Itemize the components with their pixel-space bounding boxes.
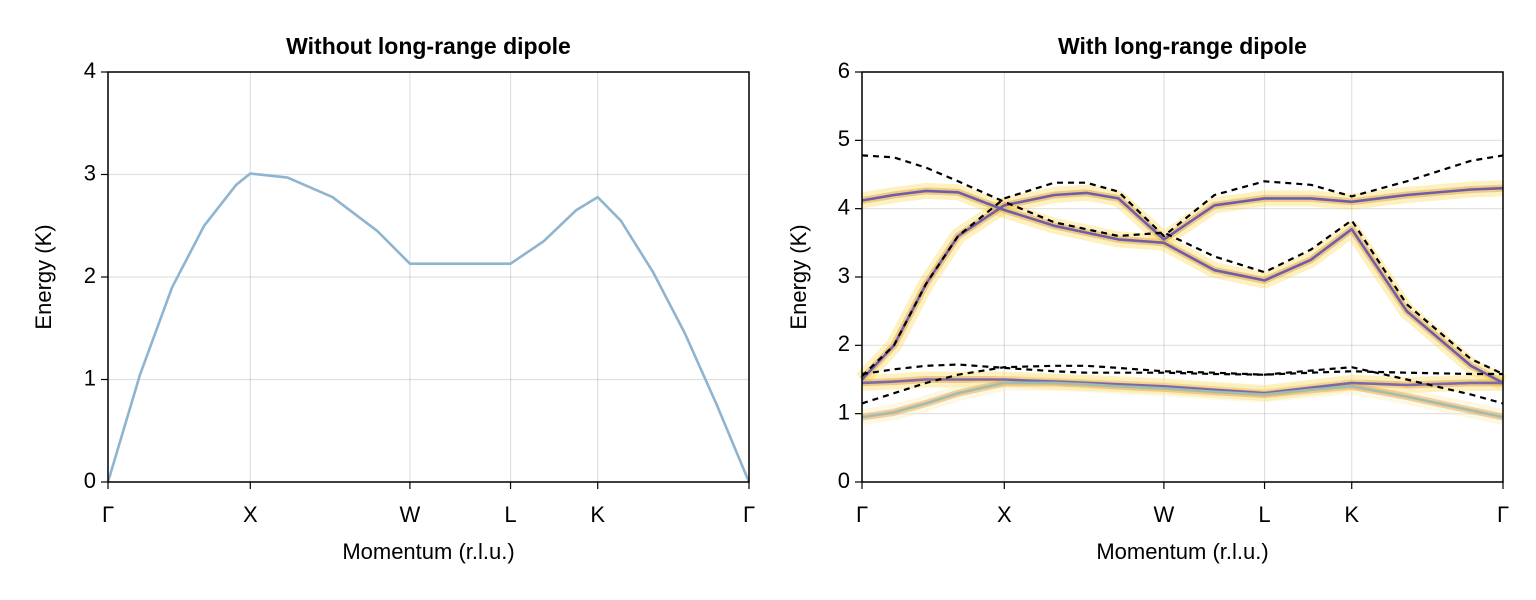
band-line	[106, 172, 751, 483]
y-tick-label: 3	[84, 160, 96, 185]
chart-title: With long-range dipole	[1058, 33, 1307, 59]
dashed-line	[861, 363, 1503, 376]
panel: Without long-range dipole Momentum (r.l.u…	[31, 33, 755, 564]
y-tick-label: 1	[838, 399, 850, 424]
x-tick-label: Γ	[1497, 502, 1509, 527]
x-tick-label: X	[997, 502, 1012, 527]
intensity-halo	[856, 180, 1504, 385]
band-line	[861, 381, 1504, 419]
x-tick-label: Γ	[856, 502, 868, 527]
x-axis-label: Momentum (r.l.u.)	[342, 539, 514, 564]
y-tick-label: 6	[838, 58, 850, 83]
x-tick-label: Γ	[102, 502, 114, 527]
x-tick-label: K	[590, 502, 605, 527]
y-tick-label: 2	[84, 263, 96, 288]
x-tick-label: K	[1344, 502, 1359, 527]
panel: With long-range dipole Momentum (r.l.u.) E…	[786, 33, 1509, 564]
x-tick-label: L	[504, 502, 516, 527]
y-axis-label: Energy (K)	[31, 224, 56, 329]
y-tick-label: 0	[84, 468, 96, 493]
x-tick-label: Γ	[743, 502, 755, 527]
band-line	[861, 186, 1504, 381]
y-axis-label: Energy (K)	[786, 224, 811, 329]
band-line	[861, 189, 1504, 385]
intensity-halo	[859, 184, 1504, 382]
x-tick-label: X	[243, 502, 258, 527]
y-tick-label: 0	[838, 468, 850, 493]
y-tick-label: 4	[838, 194, 850, 219]
plot-frame	[107, 71, 750, 483]
y-tick-label: 2	[838, 331, 850, 356]
y-tick-label: 4	[84, 58, 96, 83]
x-tick-label: W	[400, 502, 421, 527]
dashed-line	[861, 154, 1504, 375]
band-line	[861, 378, 1503, 395]
x-tick-label: W	[1154, 502, 1175, 527]
y-tick-label: 3	[838, 263, 850, 288]
y-tick-label: 1	[84, 365, 96, 390]
x-tick-label: L	[1258, 502, 1270, 527]
chart-title: Without long-range dipole	[286, 33, 571, 59]
x-axis-label: Momentum (r.l.u.)	[1096, 539, 1268, 564]
y-tick-label: 5	[838, 126, 850, 151]
plot-frame	[861, 71, 1504, 483]
